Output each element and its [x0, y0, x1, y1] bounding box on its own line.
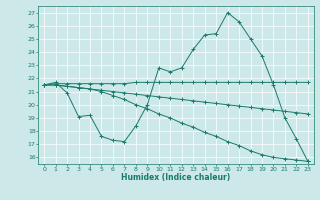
- X-axis label: Humidex (Indice chaleur): Humidex (Indice chaleur): [121, 173, 231, 182]
